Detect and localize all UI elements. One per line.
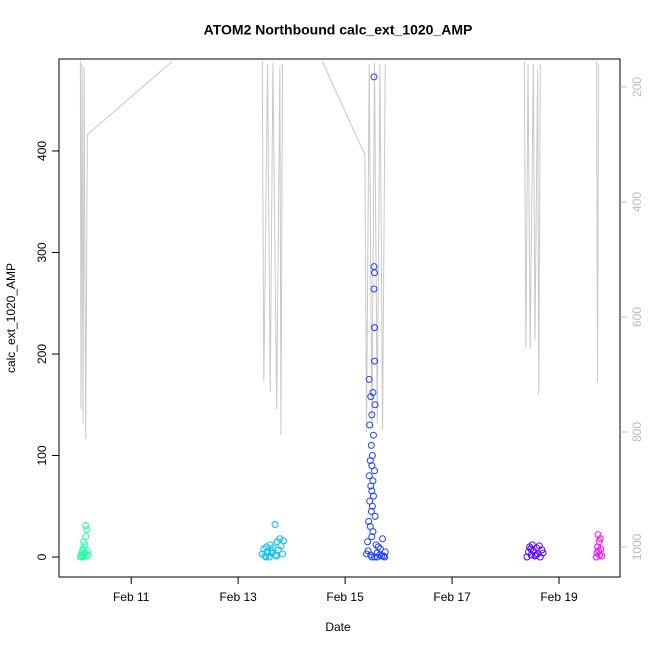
point — [538, 546, 546, 554]
point — [371, 401, 379, 409]
point — [372, 541, 380, 549]
point — [527, 545, 535, 553]
y-tick-label: 300 — [35, 242, 49, 262]
point — [595, 547, 603, 555]
point — [280, 537, 288, 545]
point — [370, 73, 378, 81]
x-axis-label: Date — [325, 620, 351, 634]
point — [523, 553, 531, 561]
point — [366, 421, 374, 429]
point — [368, 411, 376, 419]
point — [596, 535, 604, 543]
point — [539, 549, 547, 557]
point — [380, 552, 388, 560]
y-tick-label: 0 — [35, 553, 49, 560]
y-tick-label: 200 — [35, 344, 49, 364]
x-tick-label: Feb 17 — [433, 590, 471, 604]
point — [371, 467, 379, 475]
point — [370, 285, 378, 293]
point — [367, 393, 375, 401]
point — [271, 521, 279, 529]
point — [79, 553, 87, 561]
point — [367, 441, 375, 449]
y-tick-label: 400 — [35, 141, 49, 161]
x-tick-label: Feb 11 — [113, 590, 150, 604]
point — [364, 538, 372, 546]
point — [279, 550, 287, 558]
point — [594, 531, 602, 539]
point — [78, 548, 86, 556]
point — [83, 526, 91, 534]
point — [367, 482, 375, 490]
point — [262, 553, 270, 561]
x-tick-label: Feb 19 — [540, 590, 578, 604]
y2-tick-label: 400 — [630, 192, 644, 212]
point — [369, 389, 377, 397]
point — [368, 502, 376, 510]
chart-title: ATOM2 Northbound calc_ext_1020_AMP — [204, 22, 473, 38]
point — [81, 541, 89, 549]
point — [276, 535, 284, 543]
x-tick-label: Feb 15 — [326, 590, 364, 604]
point — [365, 472, 373, 480]
point — [595, 538, 603, 546]
x-tick-label: Feb 13 — [219, 590, 257, 604]
point — [377, 552, 385, 560]
y2-tick-label: 200 — [630, 77, 644, 97]
point — [82, 522, 90, 530]
point — [367, 551, 375, 559]
y2-tick-label: 800 — [630, 422, 644, 442]
point — [598, 552, 606, 560]
point — [369, 492, 377, 500]
point — [371, 512, 379, 520]
y2-tick-label: 1000 — [630, 533, 644, 560]
point — [371, 269, 379, 277]
point — [371, 553, 379, 561]
point — [82, 552, 90, 560]
point — [365, 375, 373, 383]
plot-area — [76, 60, 606, 561]
point — [597, 545, 605, 553]
point — [79, 545, 87, 553]
y-tick-label: 100 — [35, 445, 49, 465]
y2-tick-label: 600 — [630, 307, 644, 327]
point — [371, 324, 379, 332]
y-axis-label: calc_ext_1020_AMP — [4, 263, 18, 373]
point — [264, 548, 272, 556]
point — [267, 547, 275, 555]
point — [381, 548, 389, 556]
point — [273, 552, 281, 560]
point — [366, 457, 374, 465]
point — [367, 507, 375, 515]
point — [373, 553, 381, 561]
point — [263, 543, 271, 551]
point — [369, 528, 377, 536]
plot-frame — [58, 58, 621, 578]
point — [371, 357, 379, 365]
point — [381, 553, 389, 561]
point — [365, 517, 373, 525]
point — [80, 538, 88, 546]
point — [83, 547, 91, 555]
profile-line — [79, 60, 600, 439]
point — [379, 535, 387, 543]
point — [369, 431, 377, 439]
point — [368, 487, 376, 495]
point — [368, 533, 376, 541]
point — [532, 551, 540, 559]
